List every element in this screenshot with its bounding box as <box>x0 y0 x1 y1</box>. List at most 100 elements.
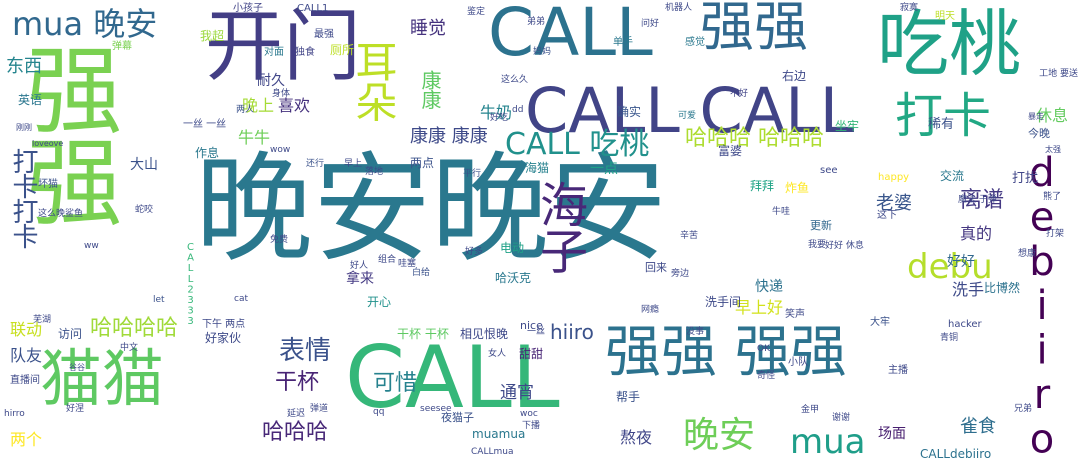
cloud-word: 电动 <box>500 241 525 255</box>
cloud-word: 熊了 <box>1043 192 1062 202</box>
cloud-word: 最强 <box>314 29 334 40</box>
cloud-word: 两点 <box>410 156 435 170</box>
cloud-word: 联动 <box>10 320 43 339</box>
cloud-word: 我要 <box>808 240 827 250</box>
cloud-word: 大牢 <box>870 317 890 328</box>
cloud-word: 好人 <box>350 261 369 271</box>
cloud-word: 喜欢 <box>278 96 311 115</box>
cloud-word: 问好 <box>641 19 660 29</box>
cloud-word: 早上好 <box>735 298 784 317</box>
cloud-word: 雀食 <box>960 416 996 437</box>
cloud-word: 海子 <box>531 180 587 273</box>
cloud-word: 干杯 <box>275 370 320 395</box>
cloud-word: nice <box>520 319 543 332</box>
cloud-word: 机器人 <box>665 3 693 13</box>
cloud-word: 下午 两点 <box>202 319 246 330</box>
cloud-word: 拿来 <box>346 271 374 287</box>
cloud-word: 真的 <box>960 224 993 243</box>
cloud-word: 晚安晚安 <box>195 140 668 278</box>
cloud-word: 旁边 <box>671 269 690 279</box>
cloud-word: 落地 <box>365 167 384 177</box>
cloud-word: 小队 <box>788 357 808 368</box>
cloud-word: 更新 <box>810 219 832 232</box>
cloud-word: qq <box>373 407 385 417</box>
cloud-word: 拜拜 <box>750 179 775 193</box>
cloud-word: 耐久 <box>257 73 285 89</box>
cloud-word: 帮手 <box>616 390 641 404</box>
cloud-word: 牛牛 <box>238 128 271 147</box>
cloud-word: 好多 <box>465 247 484 257</box>
cloud-word: 哈哈哈哈 <box>90 316 179 341</box>
cloud-word: 下播 <box>522 421 541 431</box>
cloud-word: 弹道 <box>310 404 329 414</box>
cloud-word: 炸鱼 <box>785 181 810 195</box>
cloud-word: CALL 吃桃 <box>505 127 650 162</box>
cloud-word: 强强 强强 <box>605 320 847 385</box>
cloud-word: 打架 <box>1046 229 1065 239</box>
cloud-word: see <box>820 165 838 176</box>
cloud-word: 暴走 <box>1028 112 1044 121</box>
cloud-word: CALL CALL <box>525 74 855 147</box>
cloud-word: 一丝 <box>527 327 546 337</box>
cloud-word: 干杯 干杯 <box>397 327 449 341</box>
cloud-word: 快递 <box>755 279 783 295</box>
cloud-word: 哈哈哈 <box>262 420 329 445</box>
cloud-word: 交流 <box>940 169 965 183</box>
cloud-word: 晚上 <box>242 96 275 115</box>
cloud-word: 睡觉 <box>410 18 446 39</box>
cloud-word: 笑声 <box>785 309 805 320</box>
cloud-word: 白给 <box>412 268 431 278</box>
cloud-word: 今晚 <box>1028 127 1050 140</box>
cloud-word: 这么晚 <box>38 209 66 219</box>
cloud-word: 两人 <box>236 105 255 115</box>
cloud-word: 甜甜 <box>519 347 544 361</box>
cloud-word: dd <box>512 105 524 115</box>
cloud-word: 英语 <box>18 93 43 107</box>
cloud-word: seesee <box>420 404 452 414</box>
cloud-word: 哈沃克 <box>495 271 532 285</box>
cloud-word: 访问 <box>58 327 83 341</box>
cloud-word: 工地 要送 <box>1039 69 1078 79</box>
cloud-word: 早上 <box>344 159 363 169</box>
cloud-word: 网瘾 <box>641 305 660 315</box>
cloud-word: 可惜 <box>373 371 418 396</box>
cloud-word: CALL <box>488 0 653 71</box>
cloud-word: 晚安 <box>683 415 756 456</box>
cloud-word: 想康 <box>1018 249 1037 259</box>
cloud-word: 开心 <box>367 295 392 309</box>
cloud-word: hiiro <box>550 320 594 344</box>
cloud-word: loveove <box>32 139 64 148</box>
cloud-word: 老婆 <box>876 193 912 214</box>
cloud-word: 通宵 <box>500 383 534 403</box>
cloud-word: 坐牢 <box>835 119 860 133</box>
cloud-word: 鲨鱼 <box>65 209 84 219</box>
cloud-word: 哈哈哈 哈哈哈 <box>685 126 824 151</box>
cloud-word: 强强 <box>700 0 808 58</box>
cloud-word: 中文 <box>120 343 139 353</box>
cloud-word: 不好 <box>730 89 749 99</box>
cloud-word: 对面 <box>264 47 284 58</box>
cloud-word: ww <box>84 241 99 251</box>
cloud-word: 洗手 <box>952 280 985 299</box>
cloud-word: 强强 <box>10 40 122 225</box>
cloud-word: 好家伙 <box>205 331 242 345</box>
cloud-word: 我超 <box>200 29 225 43</box>
cloud-word: 作息 <box>195 146 220 160</box>
cloud-word: 好好 <box>947 254 975 270</box>
cloud-word: 打卡打卡 <box>8 148 38 248</box>
cloud-word: 相见恨晚 <box>460 327 509 341</box>
cloud-word: 稀有 <box>928 117 955 132</box>
cloud-word: OK <box>757 344 770 354</box>
cloud-word: 鉴定 <box>467 7 486 17</box>
cloud-word: 夜猫子 <box>441 411 474 424</box>
cloud-word: hacker <box>948 319 982 330</box>
cloud-word: 单手 <box>613 37 633 48</box>
cloud-word: muamua <box>472 427 526 441</box>
cloud-word: 辛苦 <box>680 231 699 241</box>
cloud-word: hirro <box>4 409 25 419</box>
cloud-word: 场面 <box>878 426 906 442</box>
cloud-word: 牛奶 <box>480 103 513 122</box>
cloud-word: 免费 <box>270 235 289 245</box>
cloud-word: 女人 <box>488 349 507 359</box>
